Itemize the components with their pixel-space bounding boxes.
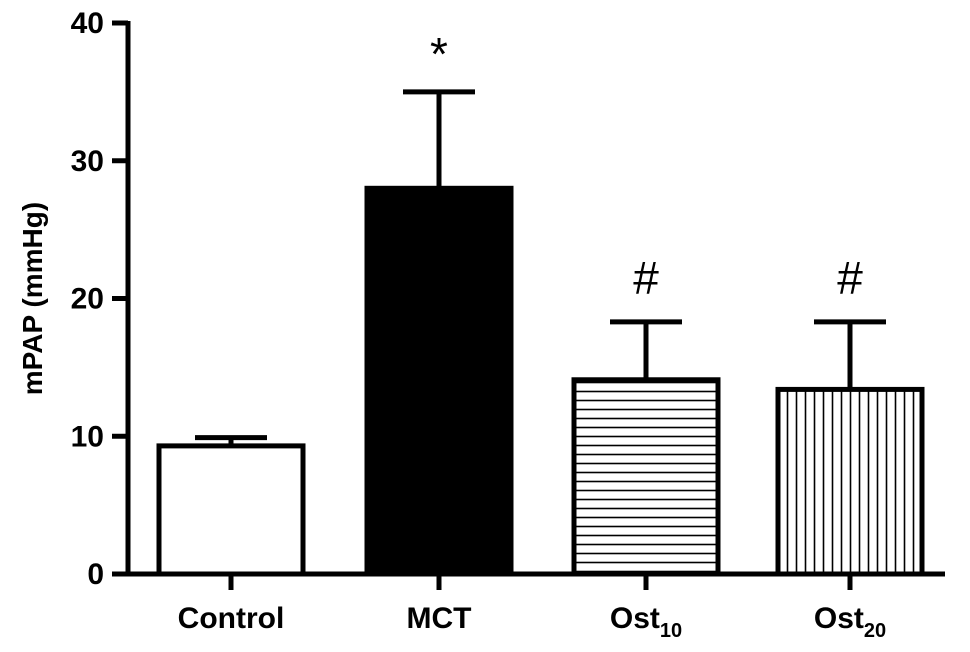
y-tick-label-2: 20 <box>71 283 104 316</box>
bar-3 <box>775 386 925 577</box>
bar-1 <box>364 185 514 577</box>
bars-group <box>156 89 925 577</box>
x-tick-label-2: Ost10 <box>610 602 682 642</box>
x-tick-label-main-1: MCT <box>407 602 472 635</box>
bar-0 <box>156 443 306 577</box>
x-tick-label-sub-3: 20 <box>864 620 886 642</box>
x-tick-label-main-3: Ost <box>814 602 864 635</box>
y-axis-title: mPAP (mmHg) <box>17 202 48 395</box>
x-tick-label-main-0: Control <box>178 602 285 635</box>
x-tick-label-3: Ost20 <box>814 602 886 642</box>
x-tick-label-0: Control <box>178 602 285 635</box>
y-tick-label-0: 0 <box>87 558 104 591</box>
y-tick-label-3: 30 <box>71 145 104 178</box>
x-tick-label-1: MCT <box>407 602 472 635</box>
y-tick-label-1: 10 <box>71 420 104 453</box>
x-tick-label-main-2: Ost <box>610 602 660 635</box>
y-tick-label-4: 40 <box>71 7 104 40</box>
significance-mark-3: # <box>837 252 863 304</box>
significance-mark-1: * <box>430 28 448 80</box>
significance-mark-2: # <box>633 252 659 304</box>
bar-2 <box>571 377 721 577</box>
x-tick-label-sub-2: 10 <box>660 620 682 642</box>
